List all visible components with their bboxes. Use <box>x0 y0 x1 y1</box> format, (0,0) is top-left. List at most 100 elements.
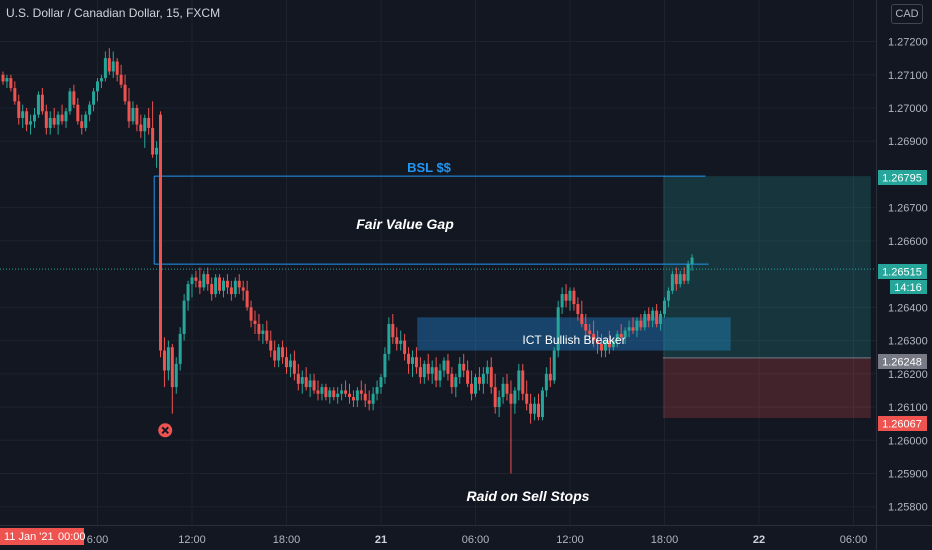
badge-last-price: 1.26515 <box>882 267 922 279</box>
candle-down <box>580 300 584 328</box>
candle-body <box>430 367 434 374</box>
candle-body <box>139 124 143 132</box>
candle-body <box>1 74 5 82</box>
candle-body <box>218 277 222 291</box>
candle-body <box>52 117 56 125</box>
candle-down <box>674 267 678 291</box>
candle-down <box>344 380 348 398</box>
annotation-bsl: BSL $$ <box>407 160 452 175</box>
time-tick-label: 18:00 <box>273 534 301 546</box>
candle-down <box>80 114 84 135</box>
candle-body <box>288 360 292 368</box>
candle-body <box>580 314 584 324</box>
currency-button[interactable]: CAD <box>891 4 923 24</box>
candle-up <box>474 373 477 398</box>
candle-body <box>639 320 643 328</box>
candle-body <box>466 370 470 384</box>
candle-up <box>686 260 690 285</box>
candle-down <box>584 314 588 338</box>
candle-body <box>537 403 540 418</box>
candle-body <box>115 61 119 75</box>
badge-target-bg <box>878 170 927 185</box>
candle-body <box>446 360 450 374</box>
candle-body <box>399 340 403 344</box>
candle-down <box>470 370 474 401</box>
candle-down <box>647 307 651 328</box>
candle-up <box>422 360 426 384</box>
candle-body <box>320 387 324 394</box>
candle-up <box>485 360 489 384</box>
candle-up <box>320 383 324 401</box>
candle-body <box>72 91 76 105</box>
candle-up <box>111 51 115 79</box>
candle-body <box>261 330 265 334</box>
candle-body <box>222 280 225 291</box>
candle-body <box>328 390 332 398</box>
candle-down <box>572 287 576 311</box>
candle-down <box>655 304 659 328</box>
candle-body <box>470 383 474 394</box>
candle-body <box>40 94 44 112</box>
candle-down <box>446 353 450 381</box>
candle-up <box>96 78 99 102</box>
candle-down <box>13 81 17 105</box>
price-tick-label: 1.26000 <box>888 435 928 447</box>
candle-body <box>544 373 548 391</box>
candle-body <box>237 280 241 288</box>
candle-down <box>537 393 540 421</box>
candle-down <box>292 350 296 381</box>
candle-down <box>403 333 407 361</box>
candle-up <box>277 343 281 368</box>
candle-body <box>674 274 678 285</box>
candle-body <box>592 333 596 341</box>
time-tick-label: 12:00 <box>178 534 206 546</box>
candle-body <box>619 333 623 338</box>
candle-down <box>588 323 592 344</box>
candle-up <box>155 141 159 168</box>
candle-down <box>407 347 411 374</box>
price-badges: 1.26795 1.26515 14:16 1.26248 1.26067 <box>878 170 927 431</box>
candle-body <box>304 377 308 388</box>
candle-body <box>178 333 182 364</box>
candle-down <box>418 357 422 384</box>
candle-body <box>186 284 190 301</box>
candle-body <box>442 360 446 371</box>
candle-up <box>438 363 442 388</box>
candle-body <box>233 280 237 295</box>
candle-body <box>584 323 588 331</box>
candle-up <box>659 310 663 331</box>
candle-up <box>300 370 304 394</box>
candle-down <box>607 330 611 354</box>
candle-up <box>540 387 544 421</box>
price-axis[interactable]: 1.27200 1.27100 1.27000 1.26900 1.26700 1.266… <box>888 37 928 514</box>
candle-down <box>44 104 48 135</box>
candle-down <box>245 280 249 311</box>
candle-up <box>340 383 344 401</box>
candle-body <box>300 377 304 384</box>
candle-body <box>202 274 206 288</box>
candle-up <box>568 287 572 311</box>
candle-up <box>544 367 548 398</box>
candle-down <box>210 277 214 301</box>
candle-body <box>351 397 355 401</box>
zone-ict-bullish-breaker <box>417 317 731 351</box>
candle-body <box>670 274 674 291</box>
candle-up <box>666 287 670 308</box>
candle-body <box>501 383 505 398</box>
candle-up <box>556 300 560 358</box>
candle-body <box>414 357 418 368</box>
candle-body <box>564 294 568 301</box>
candle-body <box>273 350 277 361</box>
time-axis[interactable]: 6:00 12:00 18:00 21 06:00 12:00 18:00 22 06:00 <box>87 534 867 546</box>
candle-body <box>344 390 348 394</box>
candle-up <box>627 320 631 338</box>
candle-down <box>119 64 123 89</box>
time-start-time: 00:00 <box>58 531 86 543</box>
badge-stop-bg <box>878 416 927 431</box>
candle-body <box>190 277 194 285</box>
candle-down <box>359 380 363 401</box>
price-tick-label: 1.25900 <box>888 468 928 480</box>
candle-up <box>261 323 265 344</box>
candle-down <box>60 104 64 125</box>
